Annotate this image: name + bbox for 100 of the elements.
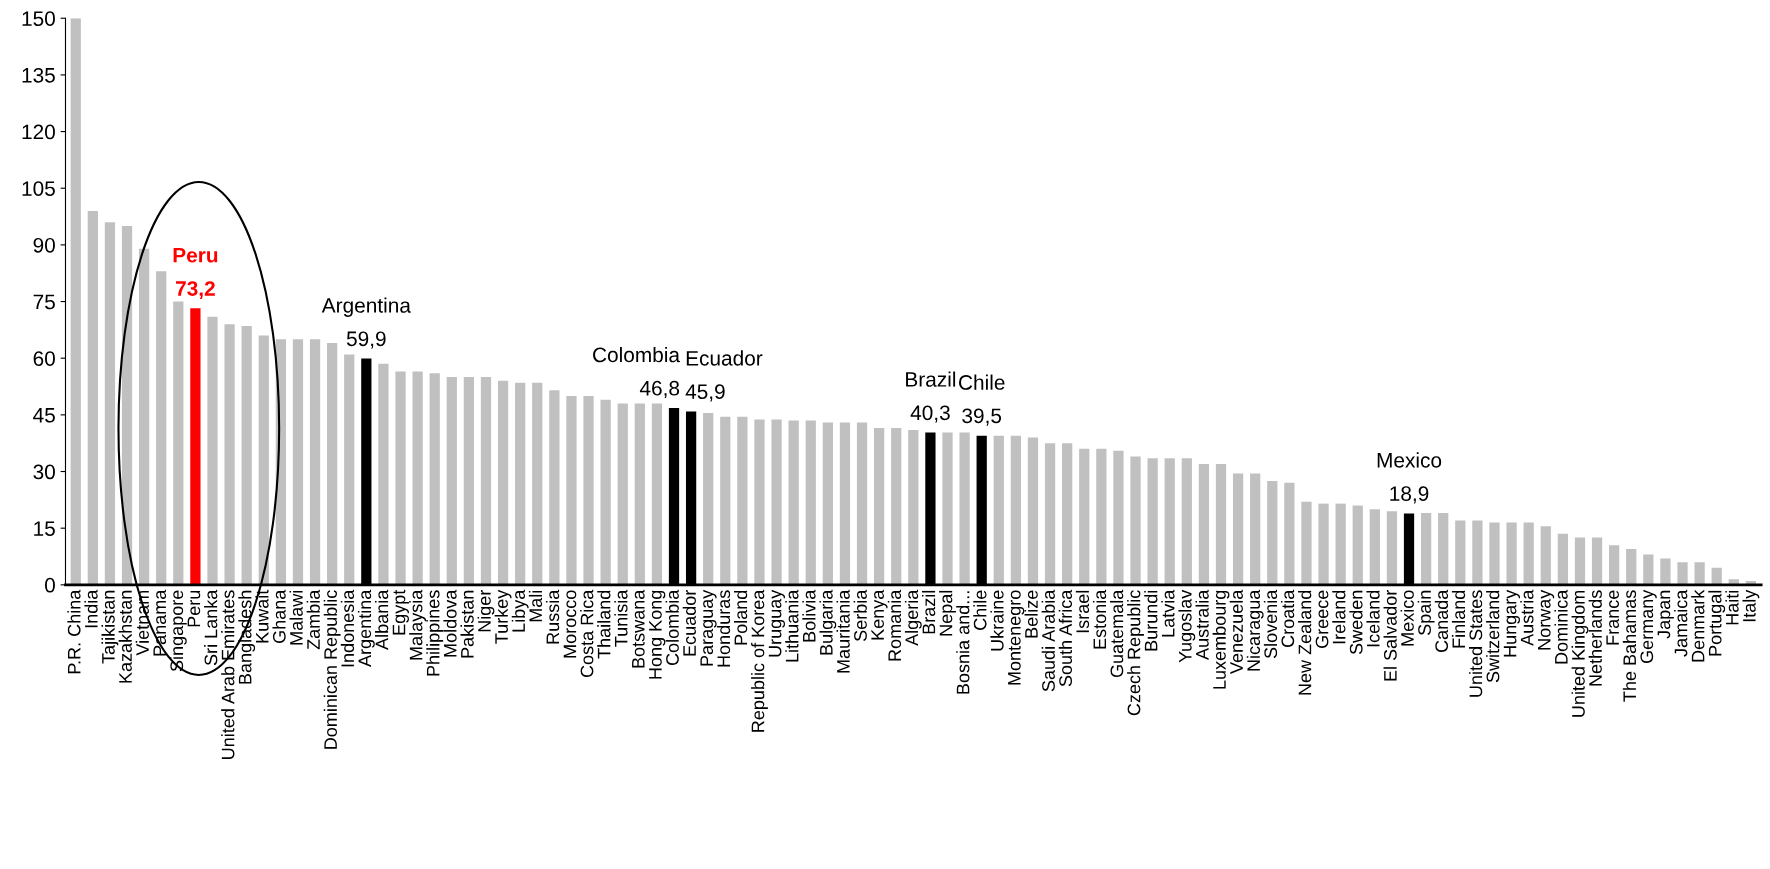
- x-tick-label: Luxembourg: [1212, 590, 1230, 689]
- x-tick-label: Paraguay: [700, 589, 717, 666]
- x-tick-label: Niger: [477, 590, 495, 632]
- x-tick-label: Belize: [1024, 590, 1038, 638]
- x-tick-label: Netherlands: [1588, 590, 1602, 686]
- y-tick-label: 0: [45, 577, 55, 593]
- x-tick-label: Canada: [1434, 589, 1449, 653]
- data-label: 18,9: [1390, 486, 1429, 504]
- x-tick-label: Ukraine: [990, 590, 1004, 651]
- x-tick-label: Indonesia: [340, 589, 355, 667]
- data-label: 39,5: [962, 408, 1002, 426]
- x-tick-label: Saudi Arabia: [1041, 589, 1055, 692]
- x-tick-label: India: [84, 589, 98, 628]
- x-tick-label: Malaysia: [409, 589, 427, 660]
- x-tick-label: Costa Rica: [580, 589, 594, 678]
- x-tick-label: United States: [1468, 590, 1483, 697]
- data-label: 45,9: [685, 384, 725, 402]
- y-tick-label: 150: [22, 11, 55, 26]
- annotation: Argentina: [321, 297, 411, 317]
- x-tick-label: Portugal: [1708, 590, 1726, 656]
- x-tick-label: Latvia: [1161, 589, 1175, 637]
- x-tick-label: Jamaica: [1674, 589, 1688, 657]
- x-tick-label: Haiti: [1725, 590, 1739, 625]
- x-tick-label: Italy: [1742, 589, 1760, 622]
- x-tick-label: Austria: [1520, 589, 1534, 646]
- y-tick-label: 15: [34, 521, 55, 536]
- x-tick-label: Mexico: [1400, 590, 1414, 646]
- x-tick-label: United Arab Emirates: [221, 590, 235, 759]
- x-tick-label: Lithuania: [785, 589, 799, 662]
- x-tick-label: Kazakhstan: [118, 590, 132, 683]
- x-tick-label: Hungary: [1503, 589, 1520, 657]
- x-tick-label: Tajikistan: [101, 590, 119, 664]
- x-tick-label: Zambia: [306, 589, 320, 650]
- y-tick-label: 90: [33, 237, 55, 253]
- x-tick-label: New Zealand: [1298, 590, 1312, 695]
- data-label: 40,3: [910, 405, 950, 423]
- x-tick-label: Colombia: [665, 589, 679, 666]
- x-tick-label: South Africa: [1058, 589, 1073, 687]
- x-tick-label: Singapore: [169, 590, 187, 672]
- x-tick-label: Kuwait: [255, 589, 269, 643]
- x-tick-label: Nicaragua: [1246, 589, 1264, 671]
- x-tick-label: Hong Kong: [649, 590, 666, 679]
- x-tick-label: Switzerland: [1486, 590, 1500, 683]
- y-tick-label: 75: [33, 294, 55, 310]
- x-tick-label: Dominican Republic: [323, 590, 341, 749]
- x-tick-label: Montenegro: [1008, 590, 1025, 685]
- y-tick-label: 45: [33, 408, 55, 423]
- x-tick-label: Moldova: [443, 589, 457, 657]
- x-tick-label: Mauritania: [836, 589, 850, 673]
- x-tick-label: Kenya: [871, 589, 888, 640]
- x-tick-label: United Kingdom: [1571, 590, 1589, 717]
- x-tick-label: Mali: [528, 590, 543, 622]
- x-tick-label: Thailand: [597, 590, 611, 659]
- data-label: 59,9: [346, 331, 386, 349]
- x-tick-label: The Bahamas: [1622, 590, 1637, 702]
- x-tick-label: Tunisia: [614, 589, 628, 647]
- x-tick-label: Venezuela: [1229, 589, 1243, 674]
- x-tick-label: Australia: [1195, 589, 1209, 660]
- x-tick-label: Libya: [511, 589, 529, 632]
- x-tick-label: Bolivia: [802, 589, 816, 642]
- annotation: Ecuador: [686, 350, 763, 366]
- x-tick-label: El Salvador: [1383, 589, 1397, 681]
- x-tick-label: Serbia: [853, 589, 867, 642]
- x-tick-label: Estonia: [1092, 589, 1107, 649]
- y-tick-label: 120: [22, 124, 55, 140]
- x-tick-label: Burundi: [1144, 590, 1158, 651]
- x-tick-label: P.R. China: [67, 589, 81, 674]
- x-tick-label: Norway: [1538, 589, 1555, 650]
- x-tick-label: Honduras: [716, 590, 731, 667]
- x-tick-label: Greece: [1315, 590, 1329, 648]
- x-tick-label: Republic of Korea: [751, 589, 768, 732]
- y-tick-label: 135: [22, 67, 55, 83]
- x-tick-label: Botswana: [632, 589, 645, 668]
- x-tick-label: Israel: [1075, 590, 1090, 633]
- x-tick-label: Egypt: [392, 589, 409, 635]
- y-tick-label: 60: [33, 351, 55, 366]
- x-tick-label: Japan: [1657, 590, 1674, 639]
- x-tick-label: Argentina: [357, 589, 375, 667]
- x-tick-label: France: [1606, 590, 1619, 645]
- x-tick-label: Sri Lanka: [204, 589, 218, 666]
- x-tick-label: Philippines: [426, 590, 444, 676]
- x-tick-label: Czech Republic: [1127, 590, 1144, 716]
- x-tick-label: Russia: [545, 589, 560, 644]
- x-tick-label: Brazil: [922, 590, 936, 634]
- x-tick-label: Germany: [1640, 589, 1657, 664]
- x-tick-label: Bosnia and...: [956, 591, 970, 694]
- x-tick-label: Nepal: [939, 590, 956, 636]
- x-tick-label: Malawi: [289, 590, 303, 645]
- x-tick-label: Chile: [973, 590, 987, 630]
- x-tick-label: Guatemala: [1110, 589, 1124, 678]
- x-tick-label: Croatia: [1280, 589, 1295, 647]
- data-label: 73,2: [176, 281, 215, 299]
- x-tick-label: Ghana: [272, 589, 286, 643]
- x-tick-label: Sweden: [1349, 590, 1363, 655]
- x-tick-label: Dominica: [1554, 589, 1568, 664]
- x-tick-label: Yugoslav: [1178, 589, 1196, 663]
- x-tick-label: Denmark: [1691, 589, 1705, 662]
- x-tick-label: Turkey: [494, 589, 512, 644]
- annotation: Peru: [173, 248, 218, 263]
- y-tick-label: 30: [33, 464, 55, 480]
